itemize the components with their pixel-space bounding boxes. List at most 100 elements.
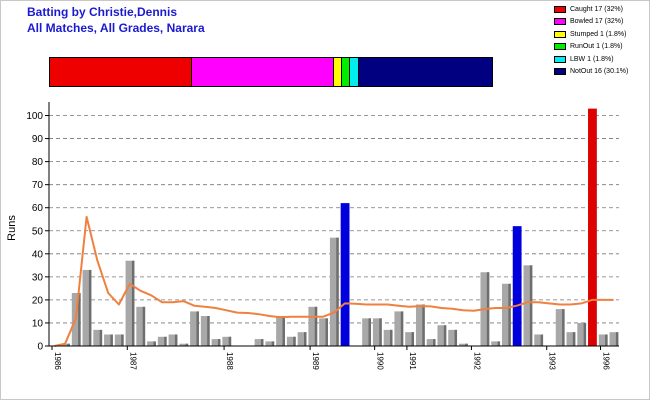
- y-tick-label: 80: [32, 157, 44, 168]
- innings-bar: [383, 329, 393, 346]
- innings-bar: [362, 318, 371, 346]
- innings-bar: [588, 108, 597, 346]
- innings-bar: [512, 226, 522, 346]
- innings-bar: [577, 322, 587, 346]
- innings-bar: [523, 265, 533, 346]
- innings-bar: [534, 334, 544, 346]
- legend-label: RunOut 1 (1.8%): [570, 43, 623, 51]
- legend: Caught 17 (32%) Bowled 17 (32%) Stumped …: [554, 5, 649, 79]
- bar-shade: [508, 283, 511, 346]
- innings-bar: [458, 343, 468, 346]
- bar-shade: [562, 309, 565, 346]
- innings-bar: [426, 339, 436, 346]
- bar-shade: [325, 318, 328, 346]
- y-tick-label: 70: [32, 180, 44, 191]
- innings-bar: [179, 343, 189, 346]
- y-tick-label: 20: [32, 295, 44, 306]
- axes: 0 10 20 30 40 50 60 70 80 90 100 1986 1987 1988 1989 19…: [26, 102, 619, 370]
- bar-shade: [411, 332, 415, 346]
- bar-shade: [153, 341, 156, 346]
- bar-shade: [443, 325, 447, 346]
- bar-shade: [174, 334, 178, 346]
- innings-bar: [125, 260, 135, 346]
- innings-bar: [372, 318, 382, 346]
- legend-item-notout: NotOut 16 (30.1%): [554, 67, 649, 78]
- bar-shade: [228, 336, 232, 346]
- y-tick-label: 100: [26, 111, 43, 122]
- innings-bar: [609, 332, 619, 346]
- bar-shade: [271, 341, 275, 346]
- legend-item-stumped: Stumped 1 (1.8%): [554, 30, 649, 41]
- legend-item-lbw: LBW 1 (1.8%): [554, 55, 649, 66]
- innings-bar: [82, 269, 92, 346]
- bar-shade: [497, 341, 501, 346]
- bar-shade: [422, 304, 425, 346]
- bar-shade: [78, 292, 81, 346]
- bar-shade: [217, 339, 221, 346]
- bar-shade: [368, 318, 371, 346]
- bar-shade: [99, 329, 103, 346]
- bar-shade: [131, 260, 135, 346]
- average-line: [54, 215, 614, 347]
- innings-bar: [598, 334, 608, 346]
- innings-bar: [147, 341, 156, 346]
- bar-shade: [540, 334, 544, 346]
- x-tick-label: 1992: [472, 352, 481, 370]
- legend-swatch: [554, 6, 566, 13]
- innings-bar: [566, 332, 576, 346]
- x-tick-label: 1991: [408, 352, 417, 370]
- bar-shade: [465, 343, 468, 346]
- innings-bars: [61, 108, 619, 346]
- legend-item-runout: RunOut 1 (1.8%): [554, 42, 649, 53]
- innings-bar: [329, 237, 339, 346]
- innings-bar: [394, 311, 404, 346]
- y-axis-label: Runs: [6, 215, 18, 241]
- innings-bar: [93, 329, 103, 346]
- innings-bar: [265, 341, 275, 346]
- innings-bar: [222, 336, 232, 346]
- dismissal-segment-runout: [341, 58, 351, 86]
- bar-shade: [196, 311, 199, 346]
- legend-swatch: [554, 30, 566, 38]
- innings-bar: [297, 332, 307, 346]
- innings-bar: [437, 325, 447, 346]
- legend-swatch: [554, 55, 566, 63]
- legend-swatch: [554, 43, 566, 51]
- innings-bar: [319, 318, 328, 346]
- legend-label: LBW 1 (1.8%): [570, 55, 614, 63]
- legend-item-bowled: Bowled 17 (32%): [554, 17, 649, 28]
- legend-label: NotOut 16 (30.1%): [570, 67, 629, 75]
- x-tick-label: 1990: [376, 352, 385, 370]
- bar-shade: [293, 336, 296, 346]
- innings-bar: [136, 306, 146, 346]
- legend-swatch: [554, 67, 566, 75]
- innings-bar: [448, 329, 458, 346]
- dismissal-proportion-bar: [49, 57, 493, 87]
- x-tick-label: 1989: [311, 352, 320, 370]
- bar-shade: [572, 332, 576, 346]
- innings-bar: [168, 334, 178, 346]
- innings-bar: [190, 311, 199, 346]
- dismissal-segment-stumped: [333, 58, 342, 86]
- dismissal-segment-bowled: [191, 58, 334, 86]
- innings-bar: [200, 316, 210, 346]
- x-tick-label: 1987: [128, 352, 137, 370]
- innings-bar: [104, 334, 113, 346]
- legend-label: Caught 17 (32%): [570, 6, 623, 13]
- bar-shade: [110, 334, 113, 346]
- bar-shade: [164, 336, 167, 346]
- dismissal-segment-caught: [50, 58, 192, 86]
- bar-shade: [88, 269, 92, 346]
- bar-shade: [282, 316, 285, 346]
- y-tick-label: 50: [32, 226, 44, 237]
- bar-shade: [529, 265, 533, 346]
- y-tick-label: 60: [32, 203, 44, 214]
- bar-shade: [605, 334, 608, 346]
- bar-shade: [454, 329, 458, 346]
- innings-bar: [276, 316, 285, 346]
- dismissal-segment-notout: [358, 58, 492, 86]
- innings-bar: [211, 339, 221, 346]
- legend-swatch: [554, 18, 566, 26]
